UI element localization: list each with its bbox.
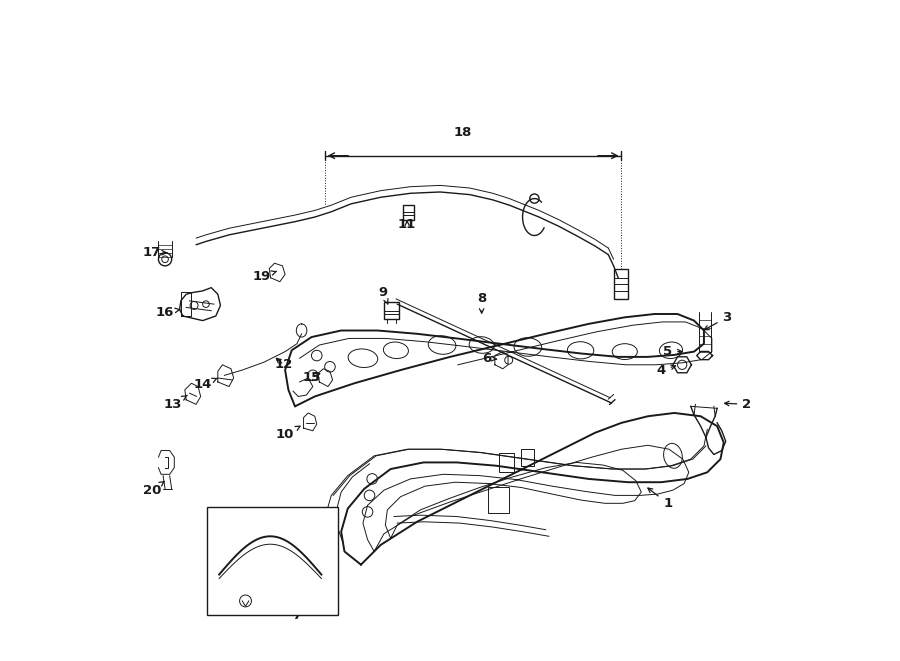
Text: 2: 2 xyxy=(724,398,751,411)
Text: 7: 7 xyxy=(292,603,302,622)
Text: 11: 11 xyxy=(398,219,417,231)
Text: 15: 15 xyxy=(302,371,320,385)
Text: 1: 1 xyxy=(648,488,672,510)
Bar xyxy=(402,205,414,219)
Text: 3: 3 xyxy=(705,311,732,330)
Text: 12: 12 xyxy=(274,358,292,371)
Text: 13: 13 xyxy=(164,395,187,411)
Text: 20: 20 xyxy=(143,481,164,496)
Bar xyxy=(521,449,535,466)
Text: 5: 5 xyxy=(663,345,682,358)
Text: 16: 16 xyxy=(156,305,180,319)
Text: 19: 19 xyxy=(253,270,276,283)
Bar xyxy=(500,453,514,473)
Text: 14: 14 xyxy=(194,378,217,391)
Text: 6: 6 xyxy=(482,352,497,365)
Bar xyxy=(614,269,628,299)
Text: 9: 9 xyxy=(378,286,388,304)
Text: 18: 18 xyxy=(454,126,473,139)
Text: 4: 4 xyxy=(656,364,676,377)
Text: 17: 17 xyxy=(143,246,166,259)
Bar xyxy=(207,506,338,615)
Bar xyxy=(384,302,399,319)
Text: 8: 8 xyxy=(477,292,486,313)
Text: 10: 10 xyxy=(276,426,300,442)
